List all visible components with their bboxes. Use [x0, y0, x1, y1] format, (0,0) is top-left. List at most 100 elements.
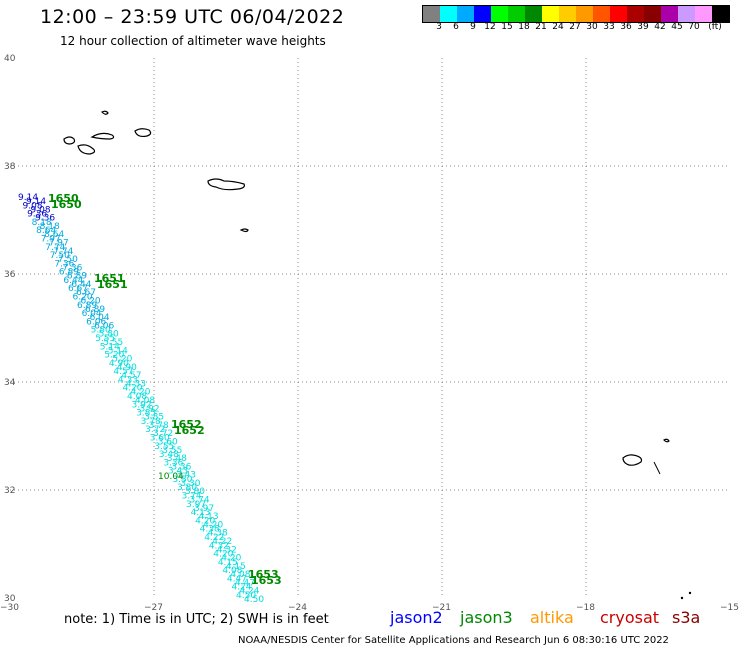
wave-height-value: 9.36	[35, 214, 55, 224]
island-outline	[134, 128, 152, 138]
wave-height-value: 3.74	[190, 496, 210, 506]
wave-height-value: 7.50	[50, 251, 70, 261]
island-outline	[653, 461, 661, 475]
wave-height-value: 7.36	[62, 263, 82, 273]
wave-height-value: 10.04	[158, 472, 184, 482]
color-scale-label: 27	[569, 22, 581, 32]
satellite-legend-item: jason3	[460, 608, 513, 627]
color-scale-label: 24	[552, 22, 564, 32]
wave-height-value: 6.06	[86, 317, 106, 327]
color-swatch	[491, 6, 508, 22]
wave-height-value: 3.30	[180, 479, 200, 489]
wave-height-value: 3.72	[145, 425, 165, 435]
wave-height-value: 3.48	[167, 454, 187, 464]
color-scale-label: 21	[535, 22, 547, 32]
wave-height-value: 4.22	[212, 537, 232, 547]
color-swatch	[423, 6, 440, 22]
wave-height-value: 3.55	[154, 442, 174, 452]
island-outline	[680, 596, 684, 600]
wave-height-value: 3.36	[171, 462, 191, 472]
wave-height-value: 8.18	[40, 222, 60, 232]
satellite-legend-item: s3a	[672, 608, 701, 627]
wave-height-value: 4.08	[230, 570, 250, 580]
wave-height-value: 3.30	[172, 475, 192, 485]
wave-height-value: 9.08	[23, 201, 43, 211]
color-swatch	[525, 6, 542, 22]
wave-height-value: 6.89	[59, 268, 79, 278]
color-scale-label: 15	[501, 22, 513, 32]
island-outline	[77, 144, 96, 155]
wave-height-value: 4.15	[226, 562, 246, 572]
wave-height-value: 9.14	[18, 193, 38, 203]
wave-height-value: 4.90	[117, 363, 137, 373]
wave-height-value: 4.47	[227, 574, 247, 584]
wave-height-value: 4.08	[127, 392, 147, 402]
wave-height-value: 4.24	[239, 587, 259, 597]
wave-height-value: 3.43	[176, 471, 196, 481]
wave-height-value: 4.32	[217, 545, 237, 555]
color-swatch	[695, 6, 712, 22]
wave-height-value: 4.20	[130, 388, 150, 398]
wave-height-value: 4.20	[122, 384, 142, 394]
pass-time-label: 1650	[51, 198, 82, 211]
lon-axis-label: −18	[576, 603, 595, 613]
wave-height-value: 3.78	[149, 421, 169, 431]
island-outline	[63, 136, 76, 145]
wave-height-value: 4.50	[236, 591, 256, 601]
wave-height-value: 3.97	[186, 500, 206, 510]
wave-height-value: 5.80	[99, 330, 119, 340]
wave-height-value: 4.15	[218, 558, 238, 568]
wave-height-value: 6.89	[85, 305, 105, 315]
color-scale-label: 9	[470, 22, 476, 32]
wave-height-value: 3.60	[158, 437, 178, 447]
wave-height-value: 3.78	[141, 417, 161, 427]
wave-height-value: 4.38	[208, 529, 228, 539]
wave-height-value: 4.20	[195, 516, 215, 526]
pass-time-label: 1651	[94, 272, 125, 285]
wave-height-value: 3.36	[163, 458, 183, 468]
page-subtitle: 12 hour collection of altimeter wave hei…	[60, 34, 326, 48]
island-outline	[688, 591, 692, 595]
color-scale-label: 30	[586, 22, 598, 32]
island-outline	[239, 228, 249, 233]
wave-height-value: 5.14	[100, 342, 120, 352]
color-swatch	[440, 6, 457, 22]
lat-axis-label: 34	[4, 378, 16, 388]
wave-height-value: 4.32	[209, 541, 229, 551]
wave-height-value: 7.97	[49, 238, 69, 248]
wave-height-value: 3.48	[159, 450, 179, 460]
wave-height-value: 6.06	[94, 321, 114, 331]
footnote: note: 1) Time is in UTC; 2) SWH is in fe…	[64, 612, 329, 627]
pass-time-label: 1652	[171, 418, 202, 431]
wave-height-value: 5.80	[91, 326, 111, 336]
wave-height-value: 4.13	[191, 508, 211, 518]
wave-height-value: 4.13	[199, 512, 219, 522]
wave-height-value: 3.80	[185, 487, 205, 497]
wave-height-value: 7.74	[45, 243, 65, 253]
island-outline	[90, 132, 115, 140]
wave-height-value: 3.85	[144, 413, 164, 423]
wave-height-value: 6.44	[71, 280, 91, 290]
page-title: 12:00 – 23:59 UTC 06/04/2022	[40, 6, 345, 28]
wave-height-value: 3.92	[132, 400, 152, 410]
pass-time-label: 1650	[48, 192, 79, 205]
lat-axis-label: 38	[4, 162, 16, 172]
color-swatch	[712, 6, 729, 22]
wave-height-value: 3.92	[140, 404, 160, 414]
wave-height-value: 3.74	[182, 492, 202, 502]
lon-axis-label: −27	[144, 603, 163, 613]
lat-axis-label: 30	[4, 594, 16, 604]
satellite-legend-item: cryosat	[600, 608, 660, 627]
wave-height-value: 9.08	[31, 205, 51, 215]
wave-height-value: 4.24	[231, 583, 251, 593]
wave-height-value: 8.64	[36, 226, 56, 236]
color-swatch	[508, 6, 525, 22]
wave-height-value: 4.47	[235, 578, 255, 588]
island-outline	[663, 438, 670, 443]
lat-axis-label: 36	[4, 270, 16, 280]
wave-height-value: 4.20	[213, 550, 233, 560]
color-swatch	[542, 6, 559, 22]
wave-height-value: 6.67	[76, 288, 96, 298]
wave-height-value: 4.90	[109, 359, 129, 369]
